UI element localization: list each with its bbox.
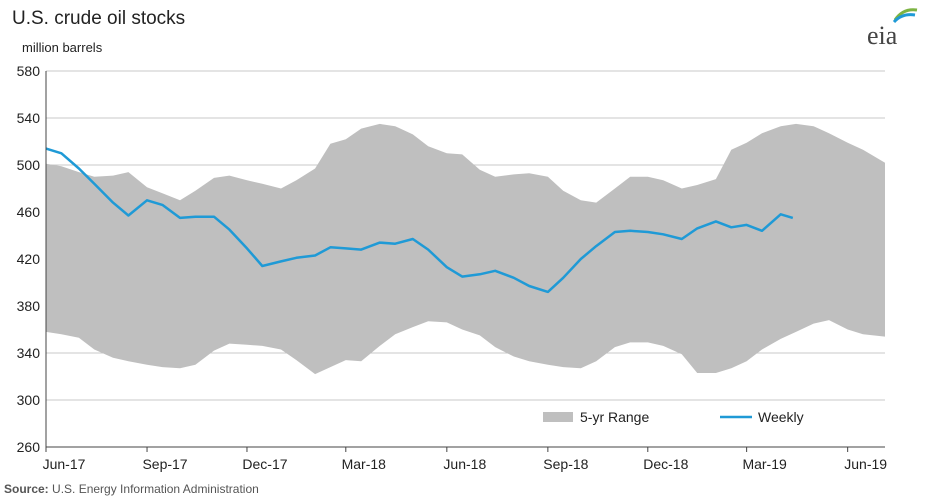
range-layer [46, 123, 885, 375]
y-tick-label: 300 [17, 392, 41, 408]
x-tick-labels: Jun-17 Sep-17 Dec-17 Mar-18 Jun-18 Sep-18 Dec-… [43, 456, 888, 472]
x-tick-label: Jun-18 [443, 456, 486, 472]
y-tick-label: 540 [17, 110, 41, 126]
source-text: U.S. Energy Information Administration [52, 482, 259, 496]
source-note: Source: U.S. Energy Information Administ… [4, 482, 259, 496]
y-tick-label: 460 [17, 204, 41, 220]
y-tick-label: 380 [17, 298, 41, 314]
y-tick-label: 580 [17, 63, 41, 79]
chart-title: U.S. crude oil stocks [12, 8, 186, 29]
logo-text: eia [867, 21, 898, 50]
x-tick-label: Sep-17 [142, 456, 187, 472]
x-tick-label: Dec-17 [242, 456, 287, 472]
x-tick-label: Sep-18 [543, 456, 588, 472]
legend-swatch-range [543, 412, 573, 422]
x-tick-label: Jun-19 [844, 456, 887, 472]
legend-label-weekly: Weekly [758, 409, 804, 425]
legend-label-range: 5-yr Range [580, 409, 649, 425]
source-label: Source: [4, 482, 49, 496]
y-tick-label: 260 [17, 439, 41, 455]
y-tick-label: 340 [17, 345, 41, 361]
x-tick-label: Mar-19 [742, 456, 787, 472]
y-tick-labels: 260 300 340 380 420 460 500 540 580 [17, 63, 41, 455]
weekly-line [45, 147, 794, 294]
y-tick-label: 420 [17, 251, 41, 267]
x-tick-label: Dec-18 [643, 456, 688, 472]
axes [45, 71, 885, 452]
x-tick-label: Jun-17 [43, 456, 86, 472]
legend: 5-yr Range Weekly [543, 409, 804, 425]
range-band [46, 123, 885, 375]
y-axis-units: million barrels [22, 40, 103, 55]
y-tick-label: 500 [17, 157, 41, 173]
eia-logo: eia [867, 8, 918, 50]
x-tick-label: Mar-18 [342, 456, 387, 472]
line-layer [45, 147, 794, 294]
